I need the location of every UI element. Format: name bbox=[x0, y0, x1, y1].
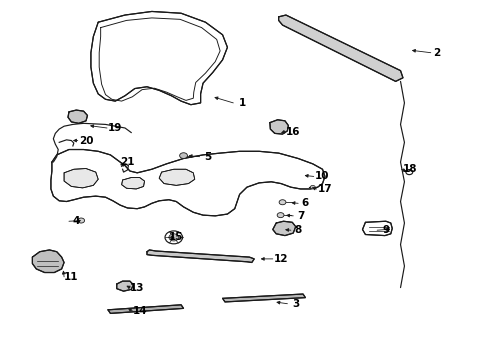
Polygon shape bbox=[272, 221, 295, 235]
Text: 1: 1 bbox=[238, 98, 245, 108]
Text: 5: 5 bbox=[204, 152, 211, 162]
Polygon shape bbox=[362, 221, 391, 235]
Text: 19: 19 bbox=[108, 123, 122, 133]
Polygon shape bbox=[122, 177, 144, 189]
Circle shape bbox=[277, 213, 284, 218]
Polygon shape bbox=[108, 305, 183, 314]
Text: 14: 14 bbox=[132, 306, 147, 316]
Polygon shape bbox=[91, 12, 227, 105]
Polygon shape bbox=[32, 250, 64, 273]
Text: 12: 12 bbox=[273, 254, 288, 264]
Polygon shape bbox=[278, 15, 402, 81]
Text: 21: 21 bbox=[120, 157, 135, 167]
Polygon shape bbox=[64, 168, 98, 188]
Circle shape bbox=[78, 218, 84, 223]
Text: 16: 16 bbox=[285, 127, 300, 136]
Text: 4: 4 bbox=[72, 216, 80, 226]
Text: 9: 9 bbox=[382, 225, 388, 235]
Text: 13: 13 bbox=[130, 283, 144, 293]
Text: 2: 2 bbox=[432, 48, 440, 58]
Text: 11: 11 bbox=[64, 272, 79, 282]
Polygon shape bbox=[51, 149, 325, 216]
Text: 3: 3 bbox=[291, 299, 299, 309]
Text: 17: 17 bbox=[317, 184, 331, 194]
Text: 18: 18 bbox=[402, 164, 417, 174]
Polygon shape bbox=[159, 169, 194, 185]
Polygon shape bbox=[147, 250, 254, 262]
Polygon shape bbox=[269, 120, 288, 134]
Text: 6: 6 bbox=[301, 198, 308, 208]
Text: 15: 15 bbox=[169, 232, 183, 242]
Polygon shape bbox=[68, 110, 87, 123]
Text: 20: 20 bbox=[79, 136, 93, 145]
Circle shape bbox=[310, 185, 315, 189]
Polygon shape bbox=[222, 294, 305, 302]
Circle shape bbox=[279, 200, 285, 205]
Circle shape bbox=[168, 234, 178, 241]
Text: 8: 8 bbox=[294, 225, 301, 235]
Polygon shape bbox=[117, 281, 133, 291]
Text: 10: 10 bbox=[315, 171, 329, 181]
Text: 7: 7 bbox=[296, 211, 304, 221]
Circle shape bbox=[179, 153, 187, 158]
